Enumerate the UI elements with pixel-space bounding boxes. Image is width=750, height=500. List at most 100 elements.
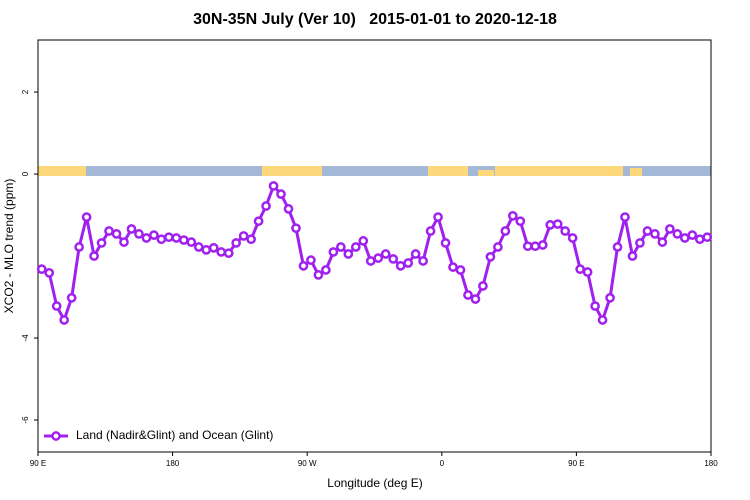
data-point <box>687 230 698 240</box>
data-point <box>89 251 99 261</box>
data-point <box>545 220 556 230</box>
x-tick-label: 180 <box>704 459 718 468</box>
x-tick-label: 90 W <box>298 459 317 468</box>
data-point <box>298 261 309 271</box>
data-point <box>208 242 219 253</box>
data-point <box>410 249 421 259</box>
data-point <box>231 238 242 248</box>
legend-item: Land (Nadir&Glint) and Ocean (Glint) <box>44 428 273 442</box>
data-point <box>380 249 391 259</box>
y-tick-label: 0 <box>21 171 30 176</box>
data-point <box>590 301 600 311</box>
data-point <box>291 223 301 234</box>
data-point <box>253 216 264 227</box>
data-point <box>283 204 294 214</box>
data-point <box>350 242 361 252</box>
data-point <box>306 255 316 265</box>
data-point <box>156 234 167 245</box>
y-tick-label: -6 <box>21 416 30 424</box>
data-point <box>321 265 331 275</box>
data-point <box>694 234 705 245</box>
data-point <box>246 234 256 245</box>
x-tick-label: 0 <box>440 459 445 468</box>
y-axis-label: XCO2 - MLO trend (ppm) <box>2 179 16 314</box>
data-point <box>605 293 615 303</box>
land-band <box>262 166 322 176</box>
data-point <box>328 247 339 257</box>
land-band <box>630 168 642 176</box>
data-point <box>141 233 152 243</box>
data-point <box>373 253 384 263</box>
plot-frame <box>37 39 712 453</box>
data-point <box>171 233 182 243</box>
land-band <box>38 166 86 176</box>
data-point <box>500 226 511 236</box>
data-point <box>134 229 144 239</box>
data-point <box>104 226 114 236</box>
x-tick-label: 90 E <box>30 459 46 468</box>
data-point <box>642 226 653 236</box>
data-point <box>702 232 713 243</box>
data-point <box>388 254 399 264</box>
data-point <box>395 261 406 271</box>
data-point <box>515 216 526 227</box>
data-point <box>582 267 593 277</box>
land-ocean-band <box>38 166 711 176</box>
data-point <box>455 265 466 275</box>
data-point <box>186 237 197 247</box>
data-point <box>313 270 324 280</box>
data-point <box>365 256 376 266</box>
data-point <box>268 181 279 191</box>
data-point <box>81 212 92 222</box>
ocean-band <box>38 166 711 176</box>
data-point <box>679 233 690 243</box>
data-point <box>575 264 585 275</box>
data-point <box>149 230 159 240</box>
data-point <box>223 248 234 259</box>
legend-label: Land (Nadir&Glint) and Ocean (Glint) <box>76 428 273 442</box>
data-point <box>336 242 346 252</box>
data-point <box>343 249 354 259</box>
land-band <box>478 170 494 176</box>
data-point <box>552 219 563 229</box>
data-point <box>119 237 129 247</box>
data-point <box>665 224 675 234</box>
data-point <box>507 211 518 221</box>
data-point <box>493 242 503 252</box>
legend-marker <box>51 431 61 441</box>
data-point <box>238 231 249 241</box>
data-point <box>111 229 122 239</box>
data-point <box>635 238 645 248</box>
data-point <box>627 251 638 261</box>
x-axis-label: Longitude (deg E) <box>327 476 422 490</box>
data-point <box>261 201 271 211</box>
data-point <box>440 238 451 248</box>
data-point <box>478 281 488 291</box>
data-point <box>201 245 212 255</box>
data-point <box>597 315 608 325</box>
data-point <box>448 262 458 272</box>
data-point <box>485 252 496 262</box>
data-point <box>433 212 443 222</box>
data-point <box>74 242 84 252</box>
chart-title: 30N-35N July (Ver 10) 2015-01-01 to 2020… <box>193 11 557 28</box>
data-point <box>276 189 286 199</box>
x-tick-label: 90 E <box>568 459 584 468</box>
data-point <box>560 226 571 236</box>
data-point <box>403 258 413 268</box>
data-point <box>672 229 683 239</box>
data-point <box>418 256 428 266</box>
y-tick-label: 2 <box>21 89 30 94</box>
data-point <box>44 268 55 278</box>
data-point <box>96 238 107 248</box>
data-point <box>612 242 623 252</box>
data-point <box>66 293 77 303</box>
data-point <box>522 241 533 252</box>
data-point <box>193 242 204 252</box>
data-point <box>216 247 227 257</box>
land-band <box>495 166 623 176</box>
data-point <box>425 226 436 236</box>
data-point <box>530 241 541 252</box>
data-point <box>470 294 481 304</box>
